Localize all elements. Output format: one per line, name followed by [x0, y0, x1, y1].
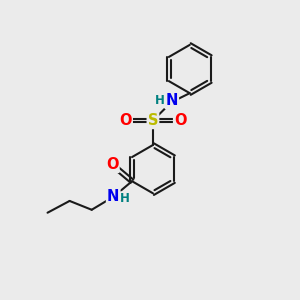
Text: O: O [174, 113, 187, 128]
Text: S: S [148, 113, 158, 128]
Text: N: N [107, 189, 119, 204]
Text: O: O [119, 113, 132, 128]
Text: N: N [166, 93, 178, 108]
Text: H: H [120, 192, 130, 206]
Text: H: H [155, 94, 165, 107]
Text: O: O [106, 157, 118, 172]
